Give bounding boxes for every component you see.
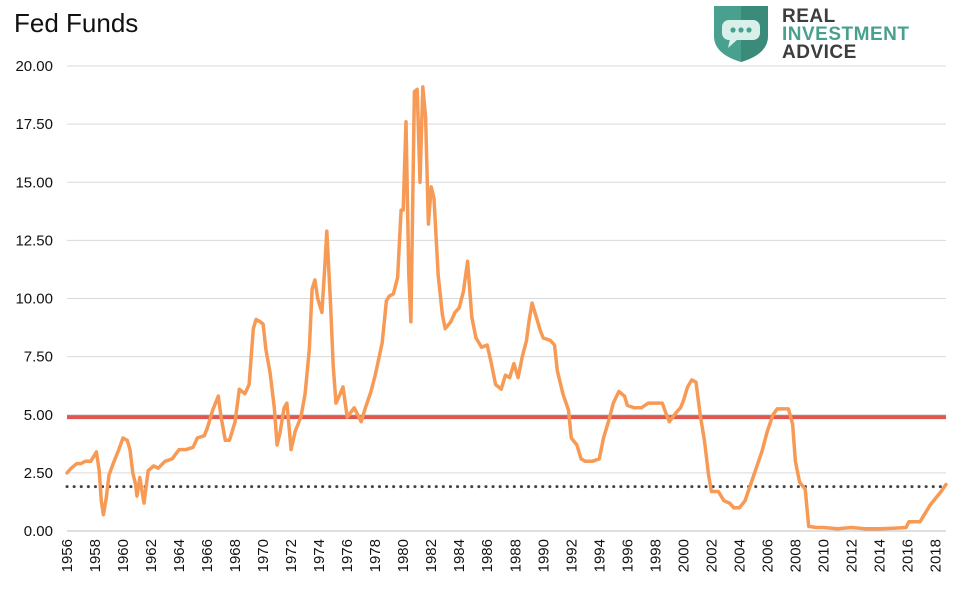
x-tick-label: 1994 [591, 539, 608, 572]
x-tick-label: 1958 [87, 539, 104, 572]
x-tick-label: 1966 [199, 539, 216, 572]
y-tick-label: 7.50 [24, 349, 53, 366]
x-tick-label: 2012 [843, 539, 860, 572]
y-tick-label: 5.00 [24, 407, 53, 424]
series-group [65, 85, 948, 531]
x-tick-label: 1972 [283, 539, 300, 572]
x-tick-label: 2002 [703, 539, 720, 572]
shield-icon [714, 6, 768, 62]
logo-wordmark: REAL INVESTMENT ADVICE [782, 6, 910, 63]
y-axis: 0.00 2.50 5.00 7.50 10.00 12.50 15.00 17.50 20.0… [15, 58, 53, 540]
x-tick-label: 1976 [339, 539, 356, 572]
y-tick-label: 12.50 [15, 232, 53, 249]
x-tick-label: 2006 [759, 539, 776, 572]
x-tick-label: 2008 [787, 539, 804, 572]
y-tick-label: 20.00 [15, 58, 53, 75]
x-tick-label: 1964 [171, 539, 188, 572]
x-tick-label: 1956 [59, 539, 76, 572]
x-tick-label: 1986 [479, 539, 496, 572]
chart-title: Fed Funds [14, 8, 139, 38]
x-tick-label: 1982 [423, 539, 440, 572]
x-tick-label: 1970 [255, 539, 272, 572]
x-tick-label: 1962 [143, 539, 160, 572]
logo-line-2: INVESTMENT [782, 24, 910, 45]
x-tick-label: 2000 [675, 539, 692, 572]
x-tick-label: 2004 [731, 539, 748, 572]
y-tick-label: 0.00 [24, 523, 53, 540]
y-tick-label: 15.00 [15, 174, 53, 191]
x-tick-label: 1968 [227, 539, 244, 572]
x-tick-label: 1996 [619, 539, 636, 572]
x-tick-label: 1990 [535, 539, 552, 572]
x-tick-label: 2016 [899, 539, 916, 572]
y-tick-label: 17.50 [15, 116, 53, 133]
x-tick-label: 1988 [507, 539, 524, 572]
reference-lines [65, 415, 948, 489]
x-axis: 1956 1958 1960 1962 1964 1966 1968 1970 1972 1974… [59, 539, 944, 572]
x-tick-label: 1978 [367, 539, 384, 572]
x-tick-label: 1992 [563, 539, 580, 572]
logo: REAL INVESTMENT ADVICE [710, 4, 960, 64]
x-tick-label: 1960 [115, 539, 132, 572]
x-tick-label: 2018 [927, 539, 944, 572]
y-tick-label: 2.50 [24, 465, 53, 482]
x-tick-label: 1980 [395, 539, 412, 572]
x-tick-label: 1974 [311, 539, 328, 572]
series-line [65, 85, 948, 531]
y-tick-label: 10.00 [15, 291, 53, 308]
grid [67, 65, 946, 532]
logo-line-1: REAL [782, 6, 836, 27]
x-tick-label: 1998 [647, 539, 664, 572]
x-tick-label: 2010 [815, 539, 832, 572]
x-tick-label: 2014 [871, 539, 888, 572]
logo-line-3: ADVICE [782, 42, 857, 63]
x-tick-label: 1984 [451, 539, 468, 572]
